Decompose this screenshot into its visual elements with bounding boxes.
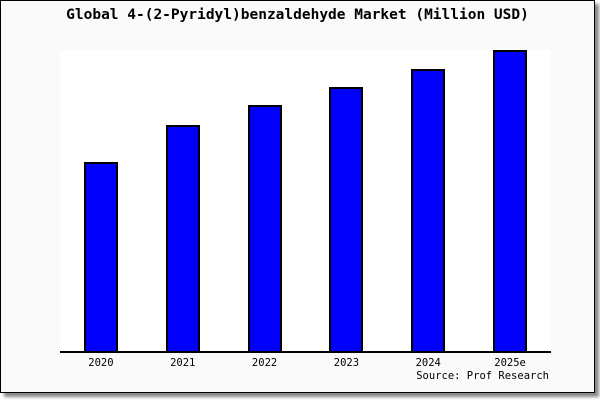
bar-slot-2021 [142,50,224,351]
bar-slot-2022 [224,50,306,351]
bar-2025e [493,50,528,351]
x-tick-label-2021: 2021 [170,357,196,369]
bar-slot-2023 [305,50,387,351]
chart-title: Global 4-(2-Pyridyl)benzaldehyde Market … [66,7,529,23]
source-note: Source: Prof Research [416,370,549,382]
x-axis-labels: 2020 2021 2022 2023 2024 2025e [60,357,551,369]
x-tick-label-2020: 2020 [88,357,114,369]
bar-2023 [329,87,364,351]
bar-2020 [83,162,118,351]
bar-2021 [165,125,200,351]
bar-slot-2024 [387,50,469,351]
bar-slot-2025e [469,50,551,351]
x-tick-label-2022: 2022 [251,357,278,369]
x-tick-label-2023: 2023 [333,357,360,369]
chart-frame: Global 4-(2-Pyridyl)benzaldehyde Market … [0,0,595,393]
bar-2022 [247,105,282,351]
bar-2024 [411,69,446,351]
plot-area [60,50,551,353]
bars-container [60,50,551,351]
x-tick-label-2024: 2024 [415,357,441,369]
bar-slot-2020 [60,50,142,351]
x-tick-label-2025e: 2025e [494,357,526,369]
